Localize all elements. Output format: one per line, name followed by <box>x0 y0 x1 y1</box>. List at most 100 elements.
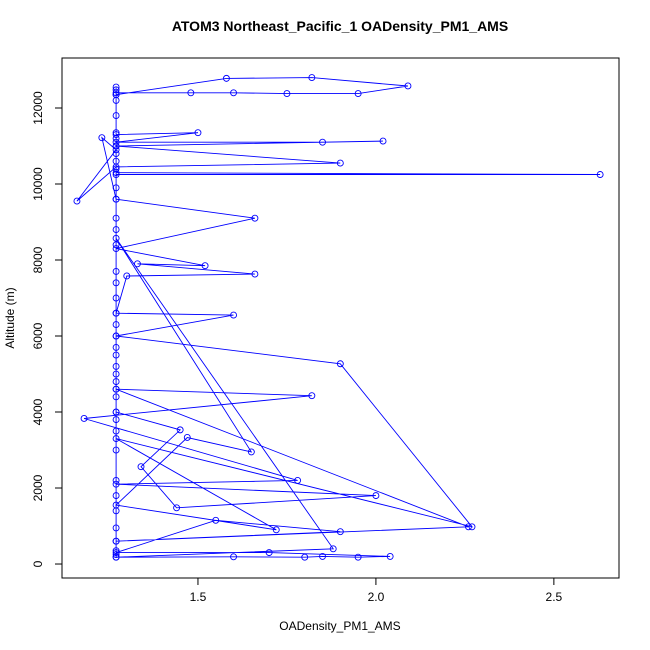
data-point <box>112 427 120 435</box>
data-point <box>112 549 120 557</box>
x-axis-label: OADensity_PM1_AMS <box>279 619 400 633</box>
data-point <box>112 89 120 97</box>
data-point <box>112 435 120 443</box>
data-point <box>379 137 387 145</box>
y-tick-label: 2000 <box>31 474 45 501</box>
y-tick-label: 10000 <box>31 167 45 201</box>
data-point <box>354 553 362 561</box>
data-point <box>123 272 131 280</box>
data-point <box>112 501 120 509</box>
plot-frame <box>61 57 620 579</box>
data-point <box>112 195 120 203</box>
data-point <box>386 552 394 560</box>
data-point <box>112 408 120 416</box>
data-point <box>112 553 120 561</box>
data-point <box>230 89 237 97</box>
x-tick-label: 2.0 <box>368 590 385 604</box>
data-point <box>272 526 280 534</box>
data-point <box>112 547 120 555</box>
data-point <box>112 241 120 249</box>
data-point <box>112 321 120 329</box>
data-point <box>464 523 472 531</box>
data-point <box>308 392 316 400</box>
data-point <box>336 360 344 368</box>
data-point <box>194 129 202 137</box>
data-line <box>76 77 601 558</box>
data-point <box>112 245 120 253</box>
chart-title: ATOM3 Northeast_Pacific_1 OADensity_PM1_… <box>172 18 508 34</box>
data-point <box>230 553 237 561</box>
data-point <box>183 434 191 441</box>
data-point <box>112 112 120 120</box>
data-point <box>319 552 326 560</box>
data-point <box>230 311 237 319</box>
data-point <box>112 537 120 545</box>
data-point <box>134 260 141 268</box>
data-point <box>404 82 412 90</box>
data-point <box>112 309 120 317</box>
data-point <box>112 524 120 532</box>
data-point <box>112 267 120 275</box>
data-point <box>112 279 120 287</box>
data-point <box>187 89 195 97</box>
y-tick-label: 12000 <box>31 91 45 125</box>
data-point <box>80 415 88 422</box>
data-point <box>112 393 120 401</box>
data-point <box>112 480 120 488</box>
data-point <box>112 142 120 150</box>
data-point <box>301 553 309 561</box>
data-point <box>247 448 255 456</box>
data-point <box>112 385 120 393</box>
data-point <box>308 74 316 82</box>
data-point <box>468 523 476 531</box>
data-point <box>112 163 120 171</box>
data-point <box>112 146 120 154</box>
data-point <box>112 234 120 242</box>
data-point <box>176 426 184 434</box>
data-point <box>98 134 106 142</box>
data-point <box>251 214 259 222</box>
y-tick-label: 8000 <box>31 246 45 273</box>
data-point <box>112 171 120 178</box>
data-point <box>112 351 120 359</box>
data-point <box>112 370 120 378</box>
data-point <box>336 159 344 167</box>
data-point <box>222 74 230 82</box>
data-point <box>201 262 209 270</box>
data-point <box>73 197 81 205</box>
data-point <box>319 138 326 146</box>
data-point <box>372 492 380 500</box>
y-tick-label: 0 <box>31 560 45 567</box>
data-point <box>112 332 120 340</box>
data-point <box>596 171 604 178</box>
x-tick-label: 1.5 <box>190 590 207 604</box>
data-point <box>329 545 337 553</box>
data-point <box>251 270 259 278</box>
data-point <box>112 138 120 146</box>
data-point <box>173 504 181 512</box>
data-point <box>112 150 120 158</box>
data-point <box>112 226 120 234</box>
x-tick-label: 2.5 <box>546 590 563 604</box>
data-point <box>283 90 291 98</box>
data-point <box>112 476 120 484</box>
data-point <box>112 378 120 386</box>
data-point <box>265 549 273 557</box>
data-point <box>112 214 120 222</box>
data-point <box>112 184 120 192</box>
data-point <box>112 551 120 558</box>
data-point <box>212 516 220 524</box>
data-point <box>112 343 120 351</box>
data-point <box>336 528 344 536</box>
data-point <box>112 91 120 99</box>
data-point <box>112 134 120 142</box>
data-point <box>112 294 120 302</box>
y-tick-label: 4000 <box>31 398 45 425</box>
data-point <box>354 90 362 98</box>
data-point <box>112 362 120 370</box>
data-point <box>112 446 120 454</box>
data-point <box>137 463 145 471</box>
data-point <box>112 492 120 500</box>
data-point <box>112 86 120 94</box>
